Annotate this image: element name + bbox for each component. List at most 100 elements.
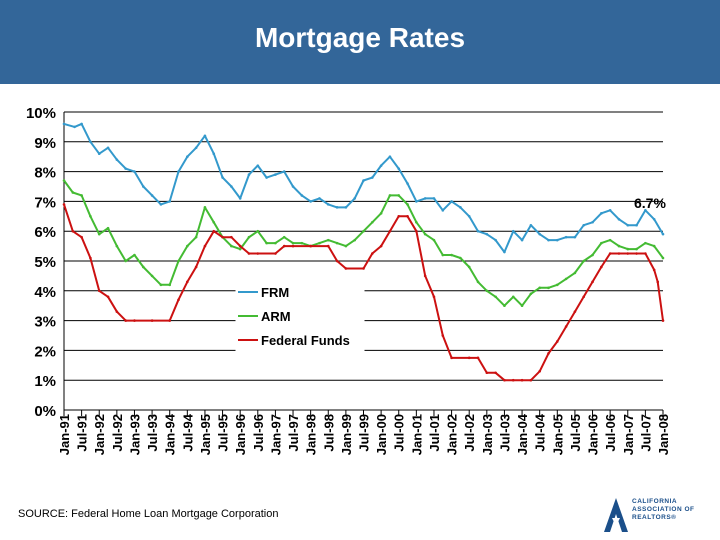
data-point-frm [265, 176, 268, 179]
data-point-frm [62, 122, 66, 126]
x-tick-label: Jan-04 [515, 413, 530, 455]
data-point-frm [194, 146, 198, 150]
data-point-arm [432, 238, 436, 242]
y-axis-labels: 0% 1% 2% 3% 4% 5% 6% 7% 8% 9% 10% [26, 105, 56, 420]
data-point-arm [186, 244, 189, 248]
data-point-federal-funds [186, 280, 189, 284]
data-point-federal-funds [256, 252, 260, 255]
data-point-arm [62, 179, 66, 182]
data-point-arm [635, 247, 638, 251]
data-point-frm [371, 176, 374, 179]
x-tick-label: Jul-94 [180, 413, 195, 451]
data-point-arm [274, 241, 277, 245]
data-point-federal-funds [600, 265, 603, 269]
data-point-frm [582, 223, 586, 227]
x-tick-label: Jan-05 [550, 414, 565, 455]
data-point-frm [520, 238, 524, 242]
data-point-federal-funds [80, 235, 83, 239]
data-point-federal-funds [406, 215, 409, 218]
data-point-federal-funds [371, 252, 374, 255]
data-point-federal-funds [467, 356, 471, 360]
data-point-frm [80, 122, 83, 126]
x-tick-label: Jul-04 [533, 413, 548, 451]
x-tick-label: Jul-07 [638, 414, 653, 452]
data-point-arm [564, 277, 568, 281]
data-point-arm [326, 238, 330, 242]
data-point-federal-funds [344, 267, 348, 270]
data-point-frm [238, 197, 242, 200]
y-tick-label: 8% [34, 165, 56, 182]
data-point-federal-funds [247, 252, 251, 255]
data-point-arm [652, 244, 656, 248]
x-axis: Jan-91 Jul-91 Jan-92 Jul-92 Jan-93 Jul-93 Jan-… [57, 410, 671, 455]
data-point-arm [467, 265, 471, 269]
y-tick-label: 1% [34, 373, 56, 390]
data-point-federal-funds [511, 378, 515, 382]
data-point-arm [362, 229, 365, 233]
data-point-arm [230, 244, 233, 248]
legend-fed-label: Federal Funds [261, 333, 350, 348]
data-point-frm [432, 197, 436, 200]
data-point-arm [529, 292, 533, 296]
data-point-federal-funds [124, 319, 127, 322]
x-tick-label: Jan-02 [445, 414, 460, 455]
x-tick-label: Jan-99 [339, 414, 354, 455]
data-point-arm [256, 229, 260, 233]
data-point-frm [644, 209, 647, 212]
data-point-federal-funds [635, 252, 638, 255]
data-point-federal-funds [230, 235, 233, 239]
data-point-federal-funds [617, 252, 621, 255]
data-point-federal-funds [362, 267, 365, 270]
page-title: Mortgage Rates [254, 22, 466, 53]
x-tick-label: Jan-06 [586, 414, 601, 455]
x-tick-label: Jul-97 [286, 414, 301, 452]
data-point-frm [476, 229, 480, 233]
data-point-arm [644, 241, 647, 245]
data-point-frm [423, 197, 427, 200]
data-point-arm [291, 241, 295, 245]
data-point-federal-funds [450, 356, 453, 360]
data-point-federal-funds [503, 378, 506, 382]
series-line-frm [63, 122, 664, 254]
x-tick-label: Jan-91 [57, 414, 72, 455]
data-point-federal-funds [379, 244, 383, 248]
car-logo: CALIFORNIA ASSOCIATION OF REALTORS® [602, 494, 714, 536]
data-point-federal-funds [656, 280, 660, 284]
x-tick-label: Jul-99 [357, 414, 372, 452]
x-tick-label: Jul-96 [251, 414, 266, 452]
data-point-federal-funds [485, 371, 489, 375]
data-point-federal-funds [203, 244, 207, 248]
data-point-federal-funds [432, 295, 436, 299]
data-point-arm [450, 253, 453, 257]
data-point-arm [617, 244, 621, 248]
data-point-federal-funds [309, 244, 312, 248]
legend: FRM ARM Federal Funds [235, 276, 365, 354]
data-point-arm [133, 253, 136, 257]
data-point-federal-funds [177, 298, 180, 302]
data-point-frm [177, 170, 180, 173]
data-point-arm [71, 191, 75, 194]
data-point-arm [423, 232, 427, 236]
data-point-arm [247, 235, 251, 239]
data-point-arm [600, 241, 603, 245]
data-point-federal-funds [388, 229, 392, 233]
y-tick-label: 7% [34, 194, 56, 211]
data-point-frm [608, 209, 612, 212]
x-tick-label: Jan-92 [92, 414, 107, 455]
x-tick-label: Jul-98 [321, 414, 336, 452]
x-tick-label: Jan-94 [163, 413, 178, 455]
data-point-arm [194, 235, 198, 239]
data-point-frm [467, 215, 471, 218]
data-point-frm [97, 152, 101, 156]
data-point-frm [388, 155, 392, 158]
y-tick-label: 3% [34, 314, 56, 331]
data-point-frm [450, 200, 453, 203]
data-point-federal-funds [291, 244, 295, 248]
data-point-frm [247, 173, 251, 176]
data-point-arm [503, 304, 506, 308]
x-tick-label: Jul-00 [392, 414, 407, 452]
data-point-federal-funds [564, 325, 568, 328]
data-point-federal-funds [221, 235, 224, 239]
data-point-arm [608, 238, 612, 242]
data-point-frm [415, 200, 418, 203]
